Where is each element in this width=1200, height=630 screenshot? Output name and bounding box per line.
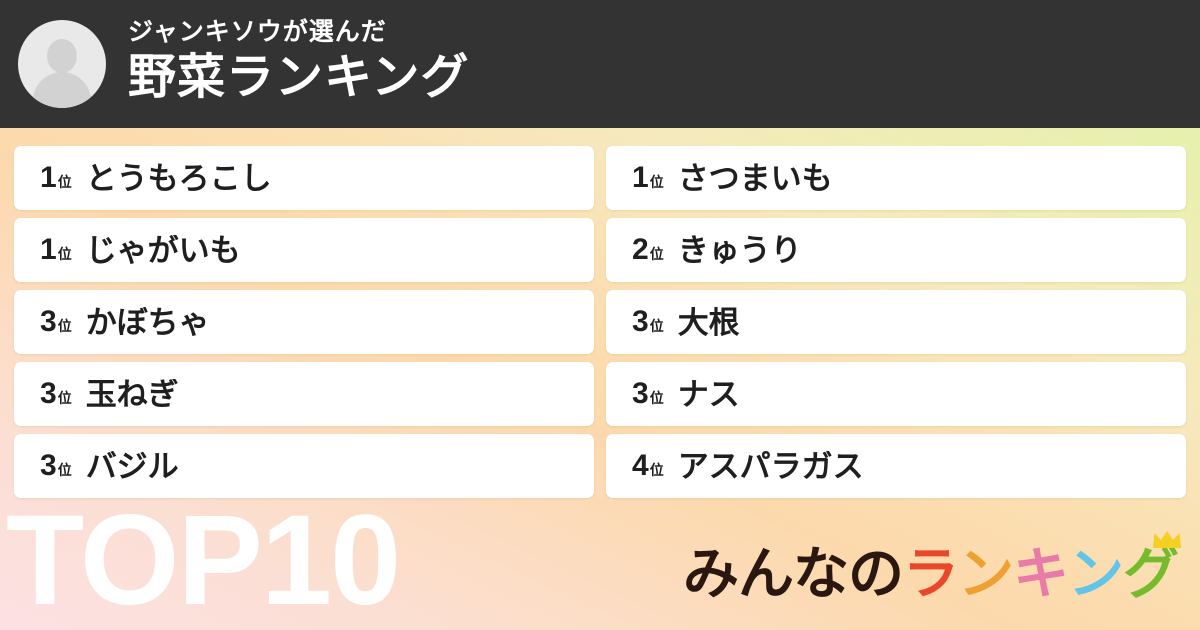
rank-unit-label: 位 — [57, 318, 72, 334]
rank-unit-label: 位 — [57, 174, 72, 190]
header-subtitle: ジャンキソウが選んだ — [128, 18, 387, 47]
rank-unit-label: 位 — [649, 462, 664, 478]
header-text-block: ジャンキソウが選んだ 野菜ランキング — [128, 19, 470, 108]
top10-watermark: TOP10 — [6, 489, 401, 630]
logo-part-ra: ラ — [903, 542, 959, 605]
rank-unit-label: 位 — [57, 462, 72, 478]
logo-part-n1: ン — [958, 542, 1014, 605]
header-bar: ジャンキソウが選んだ 野菜ランキング — [0, 0, 1200, 128]
rank-card[interactable]: 3 位かぼちゃ — [14, 290, 594, 354]
rank-item-name: アスパラガス — [677, 450, 864, 482]
rank-unit-label: 位 — [649, 318, 664, 334]
rank-number: 1 — [40, 161, 57, 194]
logo-part-minnano: みんなの — [683, 542, 904, 605]
rank-unit-label: 位 — [57, 246, 72, 262]
rank-item-name: じゃがいも — [85, 234, 241, 266]
rank-item-name: さつまいも — [677, 162, 833, 194]
rank-unit-label: 位 — [649, 246, 664, 262]
rank-unit-label: 位 — [649, 174, 664, 190]
brand-logo[interactable]: みんなの ラ ン キ ン グ — [683, 531, 1181, 605]
rank-item-name: 大根 — [677, 306, 740, 338]
ranking-grid: 1 位とうもろこし 1 位さつまいも 1 位じゃがいも 2 位きゅうり 3 位かぼちゃ 3 位大根 3 位… — [14, 146, 1186, 498]
logo-part-gu: グ — [1123, 542, 1179, 605]
rank-number: 3 — [40, 449, 57, 482]
rank-item-name: 玉ねぎ — [85, 378, 179, 410]
rank-item-name: バジル — [85, 450, 179, 482]
rank-card[interactable]: 3 位バジル — [14, 434, 594, 498]
rank-card[interactable]: 1 位とうもろこし — [14, 146, 594, 210]
rank-number: 1 — [632, 161, 649, 194]
avatar-body-shape — [33, 72, 91, 108]
logo-part-ki: キ — [1013, 542, 1069, 605]
rank-card[interactable]: 3 位玉ねぎ — [14, 362, 594, 426]
crown-icon — [1153, 531, 1181, 548]
rank-number: 3 — [632, 305, 649, 338]
logo-part-gu-wrapper: グ — [1123, 531, 1181, 602]
rank-number: 3 — [40, 305, 57, 338]
rank-number: 3 — [40, 377, 57, 410]
rank-item-name: かぼちゃ — [85, 306, 210, 338]
rank-number: 2 — [632, 233, 649, 266]
rank-number: 1 — [40, 233, 57, 266]
logo-part-n2: ン — [1068, 542, 1124, 605]
rank-unit-label: 位 — [57, 390, 72, 406]
page-title: 野菜ランキング — [128, 50, 470, 104]
rank-card[interactable]: 4 位アスパラガス — [606, 434, 1186, 498]
rank-number: 4 — [632, 449, 649, 482]
rank-card[interactable]: 3 位大根 — [606, 290, 1186, 354]
rank-card[interactable]: 1 位さつまいも — [606, 146, 1186, 210]
rank-item-name: とうもろこし — [85, 162, 272, 194]
rank-card[interactable]: 2 位きゅうり — [606, 218, 1186, 282]
avatar-head-shape — [47, 39, 77, 73]
rank-item-name: ナス — [677, 378, 740, 410]
rank-item-name: きゅうり — [677, 234, 802, 266]
rank-card[interactable]: 1 位じゃがいも — [14, 218, 594, 282]
rank-number: 3 — [632, 377, 649, 410]
user-avatar-icon — [18, 20, 106, 108]
rank-unit-label: 位 — [649, 390, 664, 406]
rank-card[interactable]: 3 位ナス — [606, 362, 1186, 426]
